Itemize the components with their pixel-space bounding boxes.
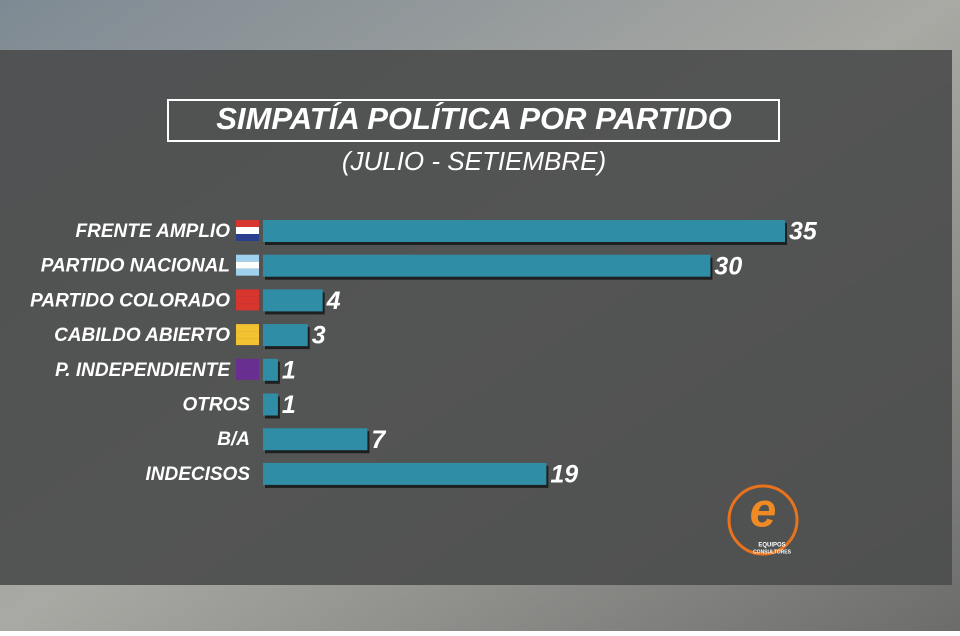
category-label: B/A <box>217 429 250 450</box>
party-icon <box>236 331 259 339</box>
category-label: PARTIDO NACIONAL <box>41 256 230 277</box>
bar <box>263 462 547 485</box>
party-icon <box>236 289 259 297</box>
value-label: 35 <box>789 218 818 246</box>
value-label: 30 <box>714 252 742 280</box>
value-label: 1 <box>282 356 296 384</box>
bar <box>263 254 711 277</box>
value-label: 4 <box>326 287 341 315</box>
bar <box>263 324 308 347</box>
party-icon <box>236 268 259 276</box>
category-label: PARTIDO COLORADO <box>30 290 230 311</box>
party-icon <box>236 372 259 380</box>
category-label: FRENTE AMPLIO <box>76 221 231 242</box>
party-icon <box>236 365 259 373</box>
logo-text: CONSULTORES <box>753 549 792 555</box>
logo-ring <box>727 484 799 556</box>
category-label: INDECISOS <box>145 464 250 485</box>
logo-mark: e <box>750 485 777 538</box>
party-icon <box>236 220 259 227</box>
value-label: 7 <box>371 426 386 454</box>
value-label: 3 <box>312 322 326 350</box>
party-icon <box>236 254 259 262</box>
party-icon <box>236 303 259 311</box>
bar <box>263 428 368 451</box>
panel <box>0 50 952 585</box>
category-label: OTROS <box>182 395 250 416</box>
party-icon <box>236 324 259 332</box>
bar <box>263 358 278 381</box>
logo-text: EQUIPOS <box>758 543 785 549</box>
chart-title: SIMPATÍA POLÍTICA POR PARTIDO <box>216 101 732 136</box>
chart-subtitle: (JULIO - SETIEMBRE) <box>342 146 606 176</box>
party-icon <box>236 296 259 304</box>
bar <box>263 393 278 416</box>
party-icon <box>236 338 259 346</box>
value-label: 19 <box>550 461 578 489</box>
party-icon <box>236 261 259 269</box>
bar <box>263 220 785 242</box>
bar <box>263 289 323 312</box>
party-icon <box>236 358 259 366</box>
title-box <box>167 99 780 142</box>
category-label: CABILDO ABIERTO <box>54 325 230 346</box>
party-icon <box>236 234 259 241</box>
value-label: 1 <box>282 391 296 419</box>
category-label: P. INDEPENDIENTE <box>55 360 231 381</box>
party-icon <box>236 227 259 234</box>
